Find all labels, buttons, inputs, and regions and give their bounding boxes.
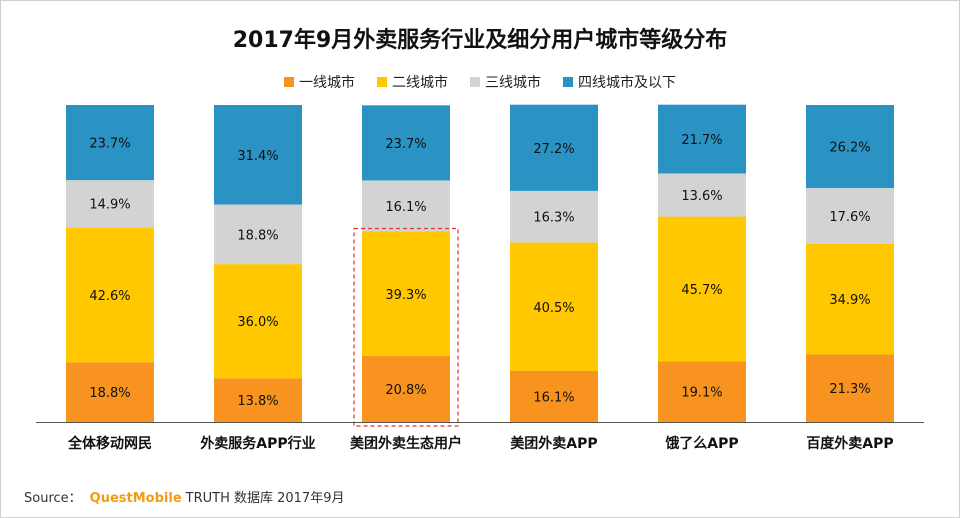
bar-segment [214, 378, 302, 422]
bar-segment [658, 361, 746, 422]
data-label: 13.6% [681, 189, 722, 204]
data-label: 34.9% [829, 293, 870, 308]
category-label: 美团外卖生态用户 [350, 435, 462, 452]
bar-segment [806, 243, 894, 355]
legend-swatch [284, 77, 294, 87]
category-label: 美团外卖APP [510, 435, 597, 452]
data-label: 21.3% [829, 382, 870, 397]
bar-segment [510, 104, 598, 191]
legend-swatch [470, 77, 480, 87]
bar-segment [214, 105, 302, 205]
data-label: 23.7% [385, 137, 426, 152]
chart-title: 2017年9月外卖服务行业及细分用户城市等级分布 [232, 28, 728, 53]
legend-swatch [563, 77, 573, 87]
source-note: Source： QuestMobile TRUTH 数据库 2017年9月 [24, 487, 344, 506]
category-label: 外卖服务APP行业 [200, 435, 315, 452]
bar-segment [510, 370, 598, 422]
data-label: 40.5% [533, 301, 574, 316]
data-label: 26.2% [829, 141, 870, 156]
bar-segment [658, 216, 746, 362]
bar-segment [510, 190, 598, 243]
category-label: 饿了么APP [664, 435, 738, 452]
legend-item: 四线城市及以下 [563, 72, 676, 92]
data-label: 16.1% [385, 200, 426, 215]
data-label: 14.9% [89, 198, 130, 213]
data-label: 16.1% [533, 390, 574, 405]
data-label: 16.3% [533, 211, 574, 226]
data-label: 27.2% [533, 142, 574, 157]
legend-swatch [377, 77, 387, 87]
bar-segment [362, 180, 450, 232]
legend-item: 一线城市 [284, 72, 355, 92]
data-label: 17.6% [829, 210, 870, 225]
bar-segment [214, 264, 302, 379]
bar-segment [362, 231, 450, 357]
data-label: 21.7% [681, 133, 722, 148]
bar-segment [658, 173, 746, 217]
data-label: 39.3% [385, 288, 426, 303]
source-brand: QuestMobile [89, 491, 182, 506]
highlight-box [353, 227, 459, 427]
bar-segment [66, 227, 154, 363]
bar-segment [510, 242, 598, 371]
data-label: 45.7% [681, 283, 722, 298]
bar-segment [806, 188, 894, 244]
data-label: 23.7% [89, 137, 130, 152]
source-text: TRUTH 数据库 2017年9月 [185, 491, 345, 506]
legend: 一线城市 二线城市 三线城市 四线城市及以下 [0, 72, 960, 92]
bar-segment [362, 356, 450, 422]
bar-segment [806, 105, 894, 189]
bar-segment [214, 204, 302, 265]
data-label: 20.8% [385, 383, 426, 398]
bar-segment [66, 362, 154, 422]
legend-item: 二线城市 [377, 72, 448, 92]
data-label: 36.0% [237, 315, 278, 330]
bar-segment [362, 105, 450, 181]
legend-item: 三线城市 [470, 72, 541, 92]
data-label: 18.8% [89, 386, 130, 401]
bar-segment [66, 180, 154, 228]
data-label: 19.1% [681, 386, 722, 401]
category-label: 百度外卖APP [806, 435, 893, 452]
data-label: 18.8% [237, 228, 278, 243]
legend-label: 三线城市 [485, 75, 541, 91]
data-label: 31.4% [237, 149, 278, 164]
legend-label: 二线城市 [392, 75, 448, 91]
data-label: 42.6% [89, 289, 130, 304]
legend-label: 一线城市 [299, 75, 355, 91]
legend-label: 四线城市及以下 [578, 75, 676, 91]
category-label: 全体移动网民 [67, 435, 152, 452]
data-label: 13.8% [237, 394, 278, 409]
bar-segment [658, 104, 746, 174]
bar-segment [806, 354, 894, 422]
source-label: Source： [24, 491, 82, 506]
bar-segment [66, 105, 154, 181]
